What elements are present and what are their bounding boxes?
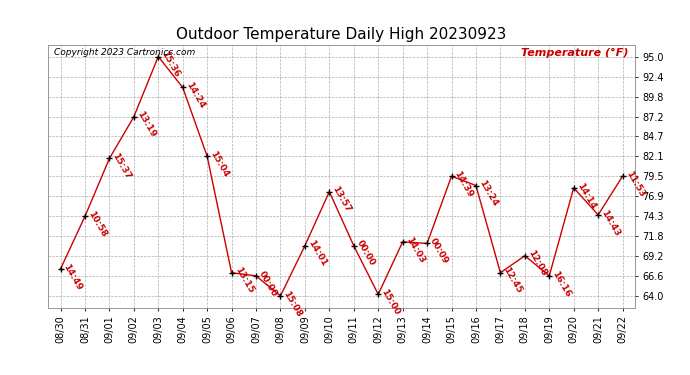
Text: 13:15: 13:15: [233, 266, 255, 295]
Title: Outdoor Temperature Daily High 20230923: Outdoor Temperature Daily High 20230923: [177, 27, 506, 42]
Text: 15:00: 15:00: [380, 288, 402, 316]
Text: 15:04: 15:04: [208, 149, 230, 178]
Text: 15:08: 15:08: [282, 289, 304, 318]
Text: Copyright 2023 Cartronics.com: Copyright 2023 Cartronics.com: [55, 48, 195, 57]
Text: 14:01: 14:01: [306, 239, 328, 268]
Text: 15:36: 15:36: [159, 50, 181, 79]
Text: 13:19: 13:19: [135, 110, 157, 140]
Text: 13:24: 13:24: [477, 179, 500, 208]
Text: 11:53: 11:53: [624, 170, 646, 199]
Text: 10:58: 10:58: [86, 210, 108, 239]
Text: 14:03: 14:03: [404, 235, 426, 264]
Text: 00:09: 00:09: [428, 237, 451, 266]
Text: 14:39: 14:39: [453, 170, 475, 199]
Text: 14:24: 14:24: [184, 81, 206, 110]
Text: 15:37: 15:37: [110, 152, 132, 181]
Text: 14:43: 14:43: [600, 208, 622, 237]
Text: 14:49: 14:49: [61, 262, 84, 292]
Text: 14:14: 14:14: [575, 181, 597, 210]
Text: 12:08: 12:08: [526, 249, 548, 278]
Text: Temperature (°F): Temperature (°F): [522, 48, 629, 58]
Text: 00:00: 00:00: [257, 269, 279, 298]
Text: 13:57: 13:57: [331, 185, 353, 214]
Text: 16:16: 16:16: [551, 269, 573, 298]
Text: 12:45: 12:45: [502, 266, 524, 296]
Text: 00:00: 00:00: [355, 239, 377, 268]
